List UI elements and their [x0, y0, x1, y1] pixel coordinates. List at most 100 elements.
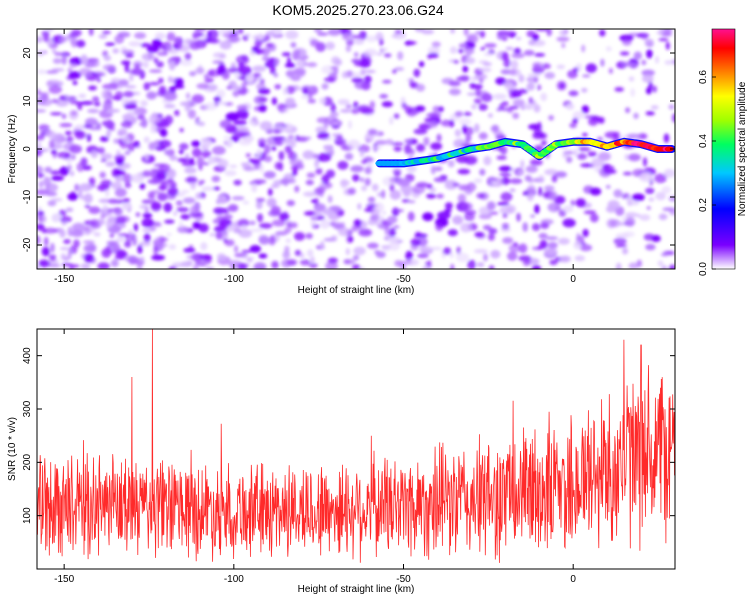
spectrogram-noise-blob — [518, 74, 525, 83]
spectrogram-noise-blob — [164, 115, 174, 125]
spectrogram-noise-blob — [197, 121, 206, 127]
spectrogram-noise-blob — [351, 72, 362, 78]
spectrogram-noise-blob — [100, 153, 113, 160]
spectrogram-noise-blob — [50, 112, 63, 116]
spectrogram-noise-blob — [215, 230, 223, 240]
spectrogram-noise-blob — [88, 177, 96, 186]
spectrogram-noise-blob — [413, 68, 421, 78]
spectrogram-noise-blob — [106, 108, 120, 113]
spectrogram-noise-blob — [416, 182, 429, 188]
spectrogram-noise-blob — [645, 243, 656, 251]
spectrogram-noise-blob — [163, 202, 173, 213]
spectrogram-noise-blob — [58, 209, 67, 216]
spectrogram-noise-blob — [415, 105, 426, 112]
spectrogram-noise-blob — [491, 181, 498, 185]
spectrogram-noise-blob — [665, 41, 670, 50]
spectrogram-noise-blob — [136, 265, 143, 269]
spectrogram-noise-blob — [591, 157, 605, 168]
spectrogram-noise-blob — [178, 149, 184, 154]
spectrogram-noise-blob — [151, 254, 166, 261]
snr-xlabel: Height of straight line (km) — [298, 584, 415, 595]
spectrogram-noise-blob — [660, 253, 670, 257]
spectrogram-noise-blob — [657, 260, 664, 267]
spectrogram-noise-blob — [51, 98, 59, 104]
colorbar-tick-label: 0.4 — [698, 134, 709, 148]
spectrogram-noise-blob — [287, 178, 297, 184]
spectrogram-noise-blob — [270, 205, 281, 215]
spectrogram-noise-blob — [126, 111, 140, 116]
spectrogram-noise-blob — [237, 263, 248, 269]
spectrogram-noise-blob — [478, 206, 491, 216]
spectrogram-noise-blob — [140, 43, 152, 48]
spectrogram-noise-blob — [166, 195, 176, 200]
spectrogram-noise-blob — [428, 52, 439, 59]
x-tick-label: -150 — [54, 274, 74, 285]
spectrogram-noise-blob — [327, 195, 333, 204]
spectrogram-noise-blob — [142, 213, 153, 218]
spectrogram-noise-blob — [354, 38, 365, 45]
spectrogram-noise-blob — [137, 244, 143, 254]
y-tick-label: 200 — [22, 454, 33, 471]
spectrogram-noise-blob — [83, 193, 93, 204]
spectrogram-noise-blob — [459, 118, 472, 126]
spectrogram-noise-blob — [67, 68, 73, 73]
spectrogram-noise-blob — [330, 121, 341, 126]
spectrogram-noise-blob — [520, 159, 525, 169]
spectrogram-noise-blob — [141, 53, 156, 61]
colorbar: 0.0 0.2 0.4 0.6 Normalized spectral amplitu… — [698, 28, 748, 276]
spectrogram-noise-blob — [295, 163, 305, 170]
spectrogram-noise-blob — [218, 29, 231, 37]
spectrogram-noise-blob — [122, 202, 131, 210]
spectrogram-noise-blob — [457, 48, 464, 54]
spectrogram-noise-blob — [357, 144, 370, 153]
spectrogram-noise-blob — [496, 202, 510, 206]
spectrogram-noise-blob — [167, 187, 179, 197]
spectrogram-noise-blob — [186, 260, 193, 267]
spectrogram-noise-blob — [393, 146, 403, 150]
spectrogram-noise-blob — [268, 236, 276, 246]
spectrogram-noise-blob — [368, 128, 377, 136]
spectrogram-noise-blob — [641, 59, 647, 66]
spectrogram-noise-blob — [337, 98, 350, 106]
spectrogram-noise-blob — [388, 227, 396, 238]
spectrogram-noise-blob — [511, 53, 525, 59]
spectrogram-noise-blob — [235, 125, 249, 132]
spectrogram-noise-blob — [183, 197, 196, 204]
spectrogram-noise-blob — [347, 187, 356, 195]
x-tick-label: -100 — [224, 574, 244, 585]
spectrogram-noise-blob — [285, 70, 296, 78]
spectrogram-noise-blob — [97, 147, 105, 154]
y-tick-label: 10 — [22, 95, 33, 107]
spectrogram-noise-blob — [204, 102, 218, 111]
spectrogram-noise-blob — [67, 192, 79, 201]
colorbar-tick-label: 0.0 — [698, 262, 709, 276]
spectrogram-noise-blob — [47, 200, 57, 207]
spectrogram-noise-blob — [302, 87, 309, 95]
spectrogram-noise-blob — [117, 233, 132, 237]
spectrogram-noise-blob — [559, 29, 568, 36]
spectrogram-noise-blob — [256, 149, 262, 157]
spectrogram-noise-blob — [313, 29, 323, 33]
spectrogram-noise-blob — [462, 124, 468, 134]
spectrogram-noise-blob — [316, 215, 326, 220]
spectrogram-noise-blob — [57, 151, 71, 159]
spectrogram-noise-blob — [78, 67, 92, 76]
spectrogram-noise-blob — [38, 259, 51, 268]
spectrogram-noise-blob — [63, 256, 70, 262]
spectrogram-noise-blob — [581, 44, 586, 53]
spectrogram-noise-blob — [496, 155, 507, 160]
spectrogram-noise-blob — [587, 151, 597, 157]
spectrogram-noise-blob — [258, 97, 268, 102]
spectrogram-noise-blob — [241, 249, 252, 253]
spectrogram-noise-blob — [83, 124, 93, 129]
spectrogram-noise-blob — [367, 196, 376, 203]
spectrogram-noise-blob — [123, 198, 131, 203]
spectrogram-noise-blob — [486, 201, 496, 211]
spectrogram-noise-blob — [282, 87, 288, 96]
spectrogram-noise-blob — [573, 148, 579, 157]
spectrogram-noise-blob — [460, 222, 472, 233]
spectrogram-noise-blob — [352, 174, 360, 182]
spectrogram-noise-blob — [70, 229, 84, 238]
spectrogram-noise-blob — [285, 30, 299, 40]
spectrogram-noise-blob — [234, 253, 248, 258]
